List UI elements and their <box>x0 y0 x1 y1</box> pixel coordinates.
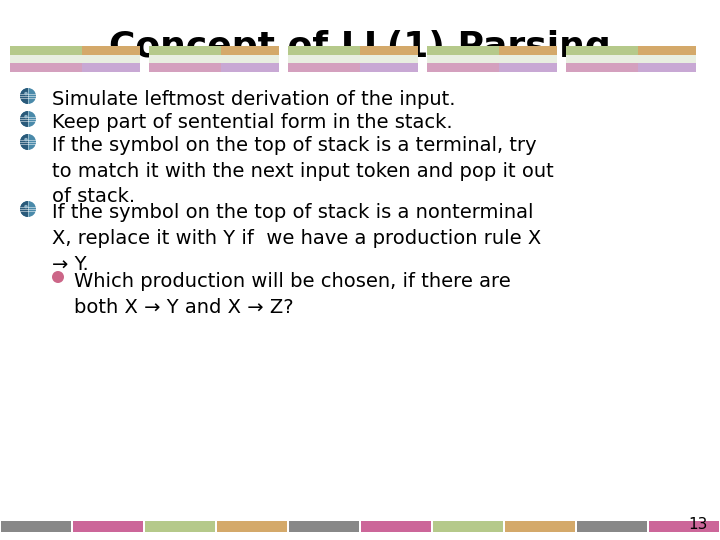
Bar <box>288 63 359 72</box>
Text: Concept of LL(1) Parsing: Concept of LL(1) Parsing <box>109 30 611 64</box>
Circle shape <box>24 205 28 208</box>
Bar <box>427 63 498 72</box>
Bar <box>359 63 418 72</box>
Circle shape <box>20 201 36 217</box>
Bar <box>637 46 696 55</box>
Bar <box>359 46 418 55</box>
Text: 13: 13 <box>688 517 708 532</box>
Bar <box>505 521 575 532</box>
Bar <box>10 55 140 63</box>
Bar <box>566 63 637 72</box>
Bar <box>649 521 719 532</box>
Circle shape <box>20 88 36 104</box>
Text: Simulate leftmost derivation of the input.: Simulate leftmost derivation of the inpu… <box>52 90 456 109</box>
Bar <box>498 63 557 72</box>
Circle shape <box>20 134 36 150</box>
Wedge shape <box>20 88 28 104</box>
Bar <box>433 521 503 532</box>
Bar <box>427 46 498 55</box>
Bar <box>73 521 143 532</box>
Circle shape <box>20 111 36 127</box>
Text: Keep part of sentential form in the stack.: Keep part of sentential form in the stac… <box>52 113 453 132</box>
Text: If the symbol on the top of stack is a terminal, try
to match it with the next i: If the symbol on the top of stack is a t… <box>52 136 554 206</box>
Bar <box>220 63 279 72</box>
Bar <box>577 521 647 532</box>
Bar <box>566 46 637 55</box>
Bar <box>361 521 431 532</box>
Bar <box>427 55 557 63</box>
Bar <box>288 55 418 63</box>
Bar <box>498 46 557 55</box>
Text: Which production will be chosen, if there are
both X → Y and X → Z?: Which production will be chosen, if ther… <box>74 272 510 317</box>
Wedge shape <box>20 111 28 127</box>
Bar <box>145 521 215 532</box>
Bar <box>149 55 279 63</box>
Bar <box>289 521 359 532</box>
Bar <box>10 46 81 55</box>
Wedge shape <box>20 201 28 217</box>
Wedge shape <box>20 134 28 150</box>
Bar <box>220 46 279 55</box>
Bar <box>81 46 140 55</box>
Bar <box>637 63 696 72</box>
Circle shape <box>24 115 28 118</box>
Bar <box>149 46 220 55</box>
Bar <box>10 63 81 72</box>
Circle shape <box>24 138 28 141</box>
Bar <box>1 521 71 532</box>
Text: If the symbol on the top of stack is a nonterminal
X, replace it with Y if  we h: If the symbol on the top of stack is a n… <box>52 203 541 273</box>
Bar <box>81 63 140 72</box>
Bar <box>217 521 287 532</box>
Circle shape <box>24 92 28 96</box>
Circle shape <box>52 271 64 283</box>
Bar <box>566 55 696 63</box>
Bar <box>149 63 220 72</box>
Bar <box>288 46 359 55</box>
